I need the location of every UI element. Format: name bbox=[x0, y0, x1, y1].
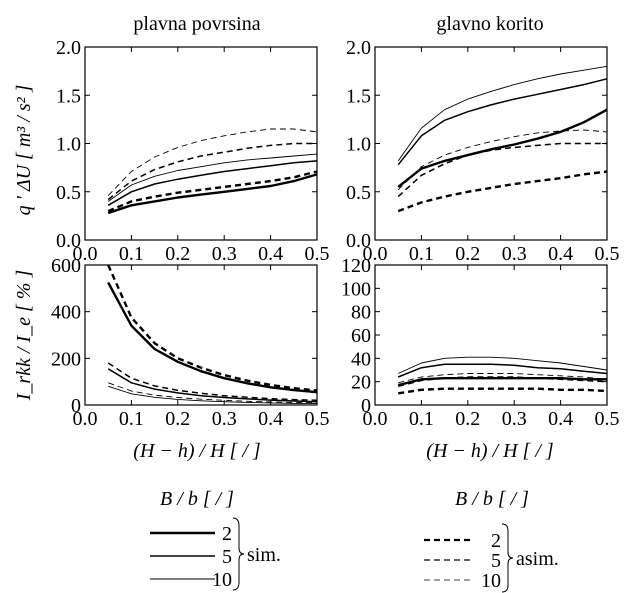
series-line-asim-5 bbox=[397, 142, 607, 198]
legend-asim-label: asim. bbox=[516, 548, 559, 570]
y-tick-label: 100 bbox=[341, 278, 371, 300]
y-tick-label: 0 bbox=[361, 395, 371, 417]
plot-frame bbox=[84, 264, 318, 406]
series-line-asim-2 bbox=[398, 387, 608, 395]
x-tick-label: 0.3 bbox=[502, 243, 527, 265]
x-tick-label: 0.2 bbox=[455, 408, 480, 430]
x-tick-label: 0.5 bbox=[595, 243, 620, 265]
series-line-sim-5 bbox=[397, 363, 608, 378]
y-tick-label: 600 bbox=[51, 255, 81, 277]
y-tick-label: 1.0 bbox=[346, 134, 371, 156]
series-line-sim-2 bbox=[397, 108, 608, 188]
x-tick-label: 0.4 bbox=[258, 243, 283, 265]
legend-asim: B / b [ / ] 2 5 10 asim. bbox=[424, 488, 559, 593]
series-line-asim-2 bbox=[107, 170, 318, 213]
y-tick-label: 0.0 bbox=[346, 230, 371, 252]
x-tick-label: 0.3 bbox=[212, 243, 237, 265]
x-tick-label: 0.0 bbox=[73, 408, 98, 430]
y-tick-label: 40 bbox=[351, 348, 371, 370]
x-axis-label-right: (H − h) / H [ / ] bbox=[426, 440, 553, 462]
y-axis-label-bottom: I_rkk / I_e [ % ] bbox=[13, 270, 35, 402]
legend-sim-value-10: 10 bbox=[212, 569, 232, 591]
series-line-sim-10 bbox=[107, 153, 318, 202]
x-axis-label-left: (H − h) / H [ / ] bbox=[133, 440, 260, 462]
y-tick-label: 80 bbox=[351, 302, 371, 324]
legend-asim-value-2: 2 bbox=[491, 530, 501, 552]
panel-top-left: 0.0 0.1 0.2 0.3 0.4 0.5 0.0 0.5 1.0 1.5 2.0 bbox=[56, 37, 330, 265]
y-tick-label: 0 bbox=[71, 395, 81, 417]
right-panel-title: glavno korito bbox=[436, 13, 543, 35]
series-line-sim-5 bbox=[107, 368, 318, 403]
y-tick-label: 1.5 bbox=[56, 85, 81, 107]
legend-asim-header: B / b [ / ] bbox=[455, 488, 529, 510]
x-tick-label: 0.0 bbox=[363, 408, 388, 430]
x-tick-label: 0.4 bbox=[548, 243, 573, 265]
x-tick-label: 0.1 bbox=[409, 408, 434, 430]
legend-asim-value-5: 5 bbox=[491, 550, 501, 572]
x-tick-label: 0.4 bbox=[548, 408, 573, 430]
x-tick-label: 0.0 bbox=[363, 243, 388, 265]
x-tick-label: 0.1 bbox=[409, 243, 434, 265]
x-tick-label: 0.5 bbox=[595, 408, 620, 430]
panel-bottom-left: 0.0 0.1 0.2 0.3 0.4 0.5 0 200 400 600 bbox=[51, 255, 330, 430]
legend-sim-value-2: 2 bbox=[222, 523, 232, 545]
x-tick-label: 0.3 bbox=[212, 408, 237, 430]
legend-sim-value-5: 5 bbox=[222, 546, 232, 568]
x-tick-label: 0.5 bbox=[305, 243, 330, 265]
series-line-sim-2 bbox=[107, 173, 318, 215]
y-tick-label: 20 bbox=[351, 372, 371, 394]
plot-frame bbox=[374, 46, 608, 241]
series-line-asim-10 bbox=[397, 129, 608, 191]
x-tick-label: 0.0 bbox=[73, 243, 98, 265]
legend-sim: B / b [ / ] 2 5 10 sim. bbox=[150, 488, 281, 591]
series-line-asim-5 bbox=[107, 362, 318, 402]
series-line-asim-2 bbox=[397, 170, 608, 213]
left-panel-title: plavna povrsina bbox=[133, 13, 260, 35]
y-axis-label-top: q ' ΔU [ m³ / s² ] bbox=[13, 85, 35, 216]
series-line-asim-5 bbox=[398, 376, 608, 388]
x-tick-label: 0.2 bbox=[165, 408, 190, 430]
plot-frame bbox=[84, 46, 318, 241]
y-tick-label: 2.0 bbox=[346, 37, 371, 59]
series-line-sim-5 bbox=[107, 160, 318, 206]
x-tick-label: 0.2 bbox=[455, 243, 480, 265]
x-tick-label: 0.3 bbox=[502, 408, 527, 430]
series-line-sim-10 bbox=[108, 385, 318, 405]
y-tick-label: 1.0 bbox=[56, 134, 81, 156]
panel-top-right: 0.0 0.1 0.2 0.3 0.4 0.5 0.0 0.5 1.0 1.5 2.0 bbox=[346, 37, 620, 265]
x-tick-label: 0.1 bbox=[119, 408, 144, 430]
series-line-asim-10 bbox=[107, 128, 318, 196]
chart-panels: 0.0 0.1 0.2 0.3 0.4 0.50.00.51.01.52.00.0 0.1 0… bbox=[51, 37, 620, 430]
y-tick-label: 400 bbox=[51, 302, 81, 324]
series-line-asim-5 bbox=[107, 142, 317, 201]
y-tick-label: 2.0 bbox=[56, 37, 81, 59]
legend-sim-label: sim. bbox=[247, 544, 281, 566]
legend-sim-header: B / b [ / ] bbox=[160, 488, 234, 510]
series-line-sim-10 bbox=[398, 356, 608, 374]
series-line-sim-5 bbox=[397, 78, 608, 166]
series-line-asim-2 bbox=[107, 264, 318, 392]
y-tick-label: 200 bbox=[51, 348, 81, 370]
x-tick-label: 0.1 bbox=[119, 243, 144, 265]
x-tick-label: 0.2 bbox=[165, 243, 190, 265]
series-line-sim-10 bbox=[397, 65, 608, 162]
series-line-sim-2 bbox=[107, 281, 318, 394]
series-line-asim-10 bbox=[398, 373, 608, 384]
y-tick-label: 0.0 bbox=[56, 230, 81, 252]
x-tick-label: 0.4 bbox=[258, 408, 283, 430]
y-tick-label: 0.5 bbox=[346, 182, 371, 204]
y-tick-label: 60 bbox=[351, 325, 371, 347]
y-tick-label: 0.5 bbox=[56, 182, 81, 204]
legend-asim-value-10: 10 bbox=[481, 570, 501, 592]
legend-asim-brace bbox=[501, 523, 514, 593]
legend-sim-brace bbox=[232, 517, 245, 591]
y-tick-label: 120 bbox=[341, 255, 371, 277]
x-tick-label: 0.5 bbox=[305, 408, 330, 430]
y-tick-label: 1.5 bbox=[346, 85, 371, 107]
